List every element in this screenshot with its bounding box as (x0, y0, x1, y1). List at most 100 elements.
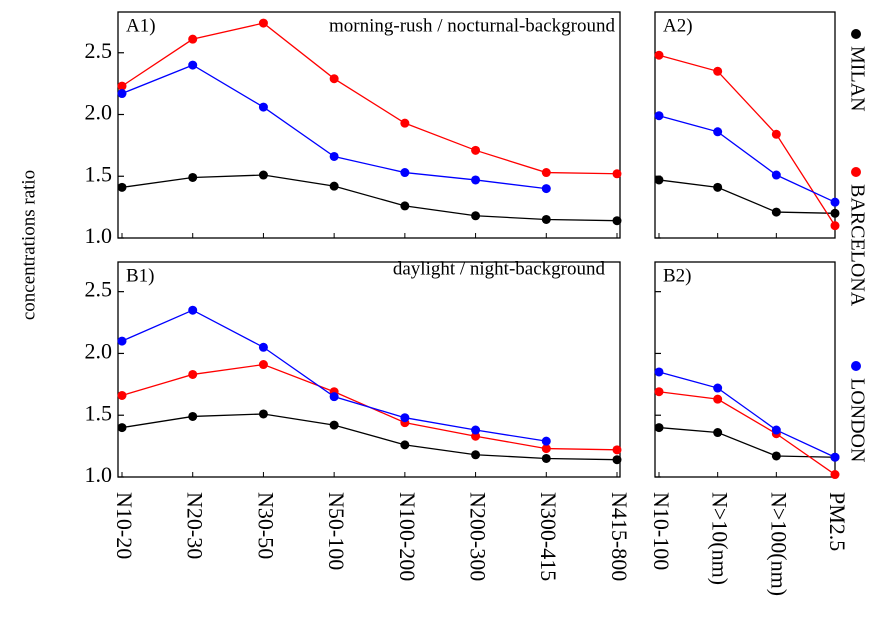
y-tick-label: 2.5 (85, 38, 113, 63)
data-point (400, 413, 410, 423)
data-point (117, 390, 127, 400)
x-tick-label: PM2.5 (825, 492, 850, 551)
legend-label: BARCELONA (846, 184, 868, 307)
data-point (400, 440, 410, 450)
y-tick-label: 1.5 (85, 161, 113, 186)
data-point (612, 445, 622, 455)
panel-label: A1) (126, 15, 156, 36)
x-tick-label: N10-20 (112, 492, 137, 559)
data-point (329, 181, 339, 191)
data-point (654, 50, 664, 60)
legend-marker (851, 361, 861, 371)
data-point (188, 34, 198, 44)
data-point (654, 423, 664, 433)
data-point (258, 360, 268, 370)
data-point (258, 170, 268, 180)
data-point (117, 336, 127, 346)
data-point (541, 453, 551, 463)
data-point (329, 392, 339, 402)
x-tick-label: N50-100 (324, 492, 349, 570)
series-line (121, 64, 547, 190)
data-point (541, 444, 551, 454)
data-point (830, 452, 840, 462)
data-point (771, 170, 781, 180)
legend-marker (851, 167, 861, 177)
series-line (658, 115, 836, 203)
data-point (612, 169, 622, 179)
series-line (121, 413, 618, 461)
legend-label: MILAN (846, 46, 868, 112)
data-point (541, 184, 551, 194)
x-tick-label: N20-30 (183, 492, 208, 559)
data-point (471, 175, 481, 185)
data-point (188, 305, 198, 315)
legend-marker (851, 29, 861, 39)
data-point (771, 451, 781, 461)
plot-frame (654, 11, 836, 239)
data-point (771, 425, 781, 435)
data-point (117, 81, 127, 91)
data-point (541, 214, 551, 224)
data-point (713, 394, 723, 404)
series-line (658, 54, 836, 227)
data-point (471, 425, 481, 435)
data-point (258, 102, 268, 112)
data-point (258, 342, 268, 352)
y-tick-label: 1.5 (85, 400, 113, 425)
x-tick-label: N>10(nm) (708, 492, 733, 585)
x-tick-label: N10-100 (649, 492, 674, 570)
data-point (612, 455, 622, 465)
panel-title: daylight / night-background (393, 258, 606, 279)
panel-label: A2) (663, 15, 693, 36)
data-point (612, 216, 622, 226)
series-line (121, 22, 618, 175)
panel-label: B2) (663, 265, 692, 286)
data-point (771, 129, 781, 139)
series-line (658, 371, 836, 458)
data-point (541, 436, 551, 446)
series-line (658, 391, 836, 476)
data-point (471, 450, 481, 460)
data-point (471, 145, 481, 155)
series-line (658, 179, 836, 214)
x-tick-label: N200-300 (466, 492, 491, 581)
data-point (654, 175, 664, 185)
data-point (830, 208, 840, 218)
y-tick-label: 2.0 (85, 100, 113, 125)
data-point (713, 127, 723, 137)
data-point (400, 201, 410, 211)
data-point (188, 369, 198, 379)
data-point (654, 387, 664, 397)
x-tick-label: N30-50 (253, 492, 278, 559)
x-tick-label: N>100(nm) (766, 492, 791, 596)
data-point (329, 151, 339, 161)
panel-title: morning-rush / nocturnal-background (329, 15, 615, 36)
series-line (121, 174, 618, 222)
plot-frame (654, 261, 836, 478)
data-point (329, 74, 339, 84)
data-point (713, 66, 723, 76)
legend-item: BARCELONA (846, 167, 868, 307)
data-point (471, 431, 481, 441)
legend-item: MILAN (846, 29, 868, 112)
series-line (658, 426, 836, 458)
legend-label: LONDON (846, 378, 868, 462)
data-point (329, 420, 339, 430)
y-tick-label: 1.0 (85, 462, 113, 487)
data-point (654, 111, 664, 121)
data-point (258, 409, 268, 419)
data-point (830, 221, 840, 231)
x-tick-label: N415-800 (607, 492, 632, 581)
data-point (117, 89, 127, 99)
plot-frame (117, 11, 621, 239)
y-axis-label: concentrations ratio (18, 170, 39, 320)
y-tick-label: 2.0 (85, 338, 113, 363)
y-tick-label: 1.0 (85, 223, 113, 248)
data-point (713, 383, 723, 393)
panel-label: B1) (126, 265, 155, 286)
data-point (400, 168, 410, 178)
data-point (471, 211, 481, 221)
y-tick-label: 2.5 (85, 277, 113, 302)
data-point (713, 182, 723, 192)
data-point (188, 411, 198, 421)
